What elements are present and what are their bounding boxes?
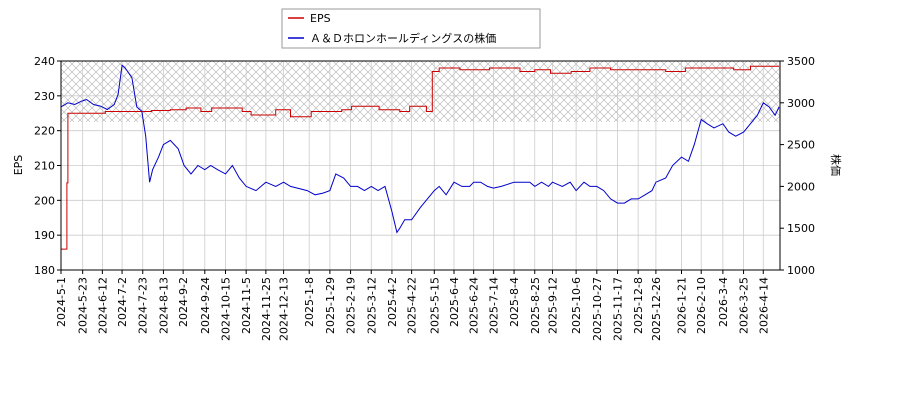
x-tick-label: 2024-11-5 bbox=[240, 277, 253, 334]
y-right-tick-label: 3500 bbox=[787, 55, 815, 68]
y-right-axis-label: 株価 bbox=[829, 154, 843, 176]
x-tick-label: 2025-1-8 bbox=[303, 277, 316, 327]
x-tick-label: 2025-4-2 bbox=[386, 277, 399, 327]
y-left-tick-label: 240 bbox=[34, 55, 55, 68]
x-tick-label: 2025-12-26 bbox=[650, 277, 663, 341]
y-right-tick-label: 3000 bbox=[787, 97, 815, 110]
series-layer bbox=[60, 64, 780, 250]
y-left-tick-label: 210 bbox=[34, 160, 55, 173]
x-tick-label: 2025-6-4 bbox=[448, 277, 461, 327]
x-tick-label: 2024-9-24 bbox=[199, 277, 212, 334]
x-tick-label: 2024-9-2 bbox=[177, 277, 190, 327]
legend-eps-label: EPS bbox=[310, 12, 331, 25]
y-left-tick-label: 230 bbox=[34, 90, 55, 103]
x-tick-label: 2024-7-23 bbox=[137, 277, 150, 334]
x-tick-label: 2025-7-14 bbox=[487, 277, 500, 334]
x-tick-label: 2025-10-27 bbox=[591, 277, 604, 341]
x-tick-label: 2025-1-29 bbox=[324, 277, 337, 334]
y-right-tick-label: 2000 bbox=[787, 180, 815, 193]
y-left-tick-label: 220 bbox=[34, 125, 55, 138]
x-tick-label: 2025-10-6 bbox=[570, 277, 583, 334]
x-tick-label: 2025-3-12 bbox=[365, 277, 378, 334]
x-tick-label: 2025-6-24 bbox=[468, 277, 481, 334]
x-tick-label: 2026-3-25 bbox=[738, 277, 751, 334]
x-tick-label: 2024-8-13 bbox=[157, 277, 170, 334]
x-tick-label: 2024-12-13 bbox=[278, 277, 291, 341]
eps-series-line bbox=[61, 65, 779, 250]
x-tick-label: 2024-10-15 bbox=[220, 277, 233, 341]
y-right-tick-label: 1500 bbox=[787, 222, 815, 235]
y-left-tick-label: 190 bbox=[34, 229, 55, 242]
legend: EPS Ａ＆Ｄホロンホールディングスの株価 bbox=[281, 8, 541, 49]
x-tick-label: 2026-3-4 bbox=[717, 277, 730, 327]
x-tick-label: 2026-4-14 bbox=[757, 277, 770, 334]
x-tick-label: 2024-5-1 bbox=[55, 277, 68, 327]
x-tick-label: 2025-4-22 bbox=[406, 277, 419, 334]
x-tick-label: 2024-7-2 bbox=[116, 277, 129, 327]
axes: 180 190 200 210 220 230 240 1000 1500 2000 2500 300… bbox=[34, 55, 815, 341]
legend-box bbox=[281, 8, 541, 49]
legend-stock-label: Ａ＆Ｄホロンホールディングスの株価 bbox=[310, 31, 496, 45]
x-tick-label: 2025-9-12 bbox=[547, 277, 560, 334]
y-left-tick-label: 180 bbox=[34, 264, 55, 277]
x-tick-label: 2025-11-17 bbox=[612, 277, 625, 341]
x-tick-label: 2025-5-15 bbox=[428, 277, 441, 334]
y-right-tick-label: 1000 bbox=[787, 264, 815, 277]
x-tick-label: 2026-2-10 bbox=[695, 277, 708, 334]
y-right-tick-label: 2500 bbox=[787, 139, 815, 152]
x-tick-label: 2024-5-23 bbox=[77, 277, 90, 334]
stock-price-series-line bbox=[60, 64, 780, 234]
x-tick-label: 2025-12-8 bbox=[632, 277, 645, 334]
x-tick-label: 2024-6-12 bbox=[96, 277, 109, 334]
x-tick-label: 2025-8-25 bbox=[529, 277, 542, 334]
x-tick-label: 2024-11-25 bbox=[260, 277, 273, 341]
x-tick-label: 2025-2-19 bbox=[345, 277, 358, 334]
x-tick-label: 2026-1-21 bbox=[676, 277, 689, 334]
y-left-tick-label: 200 bbox=[34, 194, 55, 207]
y-left-axis-label: EPS bbox=[12, 155, 25, 176]
hatched-band bbox=[61, 61, 780, 122]
x-tick-label: 2025-8-4 bbox=[508, 277, 521, 327]
